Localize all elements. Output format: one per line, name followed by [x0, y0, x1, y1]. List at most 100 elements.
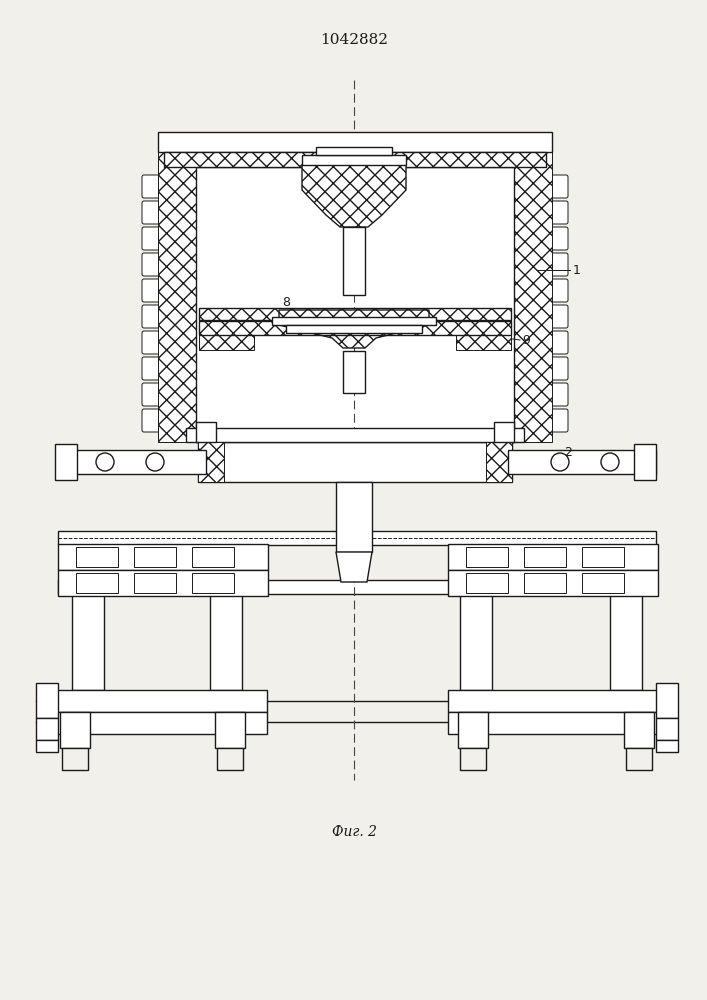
FancyBboxPatch shape [550, 357, 568, 380]
Bar [55, 444, 77, 480]
Bar [199, 308, 511, 320]
Bar [582, 573, 624, 593]
Bar [198, 442, 512, 482]
FancyBboxPatch shape [142, 331, 160, 354]
Bar [610, 570, 642, 690]
FancyBboxPatch shape [550, 253, 568, 276]
Bar [199, 308, 511, 320]
FancyBboxPatch shape [142, 227, 160, 250]
Bar [72, 570, 104, 690]
Bar [36, 718, 58, 740]
Bar [466, 547, 508, 567]
Bar [656, 683, 678, 718]
Bar [58, 580, 656, 594]
Bar [448, 690, 663, 712]
Bar [217, 748, 243, 770]
Bar [343, 227, 365, 295]
Bar [302, 155, 406, 165]
Bar [626, 748, 652, 770]
FancyBboxPatch shape [142, 357, 160, 380]
Bar [62, 748, 88, 770]
Text: 1: 1 [573, 263, 581, 276]
Bar [343, 152, 365, 168]
Bar [199, 321, 511, 335]
Bar [456, 335, 511, 350]
Bar [210, 570, 242, 690]
Bar [199, 335, 254, 350]
Bar [514, 152, 552, 442]
FancyBboxPatch shape [550, 331, 568, 354]
Bar [134, 573, 176, 593]
Bar [448, 544, 658, 570]
FancyBboxPatch shape [142, 201, 160, 224]
Bar [656, 740, 678, 752]
Bar [458, 712, 488, 748]
Bar [134, 547, 176, 567]
Bar [52, 690, 267, 712]
FancyBboxPatch shape [550, 383, 568, 406]
Bar [192, 573, 234, 593]
Bar [448, 712, 663, 734]
FancyBboxPatch shape [142, 279, 160, 302]
Bar [58, 544, 268, 570]
FancyBboxPatch shape [142, 383, 160, 406]
Bar [158, 132, 552, 152]
Bar [524, 547, 566, 567]
Bar [52, 712, 267, 734]
Bar [164, 152, 546, 167]
Text: 8: 8 [282, 296, 290, 308]
Bar [634, 444, 656, 480]
Bar [196, 167, 514, 442]
Text: Фиг. 2: Фиг. 2 [332, 825, 377, 839]
FancyBboxPatch shape [550, 409, 568, 432]
FancyBboxPatch shape [142, 175, 160, 198]
FancyBboxPatch shape [142, 253, 160, 276]
Bar [58, 531, 656, 545]
Circle shape [96, 453, 114, 471]
Bar [164, 152, 546, 167]
Bar [158, 152, 196, 442]
Bar [624, 712, 654, 748]
Bar [60, 712, 90, 748]
Bar [199, 321, 511, 335]
Bar [460, 748, 486, 770]
Bar [76, 573, 118, 593]
Bar [215, 712, 245, 748]
Bar [486, 442, 512, 482]
Bar [192, 547, 234, 567]
FancyBboxPatch shape [142, 409, 160, 432]
Bar [36, 740, 58, 752]
Text: 1042882: 1042882 [320, 33, 388, 47]
Bar [336, 482, 372, 552]
Circle shape [601, 453, 619, 471]
Text: 9: 9 [522, 334, 530, 347]
Bar [448, 570, 658, 596]
Circle shape [146, 453, 164, 471]
Bar [36, 683, 58, 718]
Circle shape [551, 453, 569, 471]
Bar [524, 573, 566, 593]
Bar [286, 325, 422, 333]
Bar [272, 317, 436, 325]
FancyBboxPatch shape [550, 227, 568, 250]
Bar [186, 428, 524, 442]
Bar [76, 547, 118, 567]
Bar [58, 450, 206, 474]
Polygon shape [336, 552, 372, 582]
FancyBboxPatch shape [550, 305, 568, 328]
Polygon shape [279, 310, 429, 348]
Bar [196, 422, 216, 442]
Bar [466, 573, 508, 593]
FancyBboxPatch shape [550, 175, 568, 198]
Bar [508, 450, 656, 474]
Bar [198, 442, 224, 482]
FancyBboxPatch shape [550, 201, 568, 224]
Bar [494, 422, 514, 442]
Bar [343, 351, 365, 393]
Polygon shape [302, 165, 406, 227]
Bar [316, 147, 392, 155]
FancyBboxPatch shape [142, 305, 160, 328]
FancyBboxPatch shape [550, 279, 568, 302]
Text: 2: 2 [564, 446, 572, 458]
Bar [460, 570, 492, 690]
